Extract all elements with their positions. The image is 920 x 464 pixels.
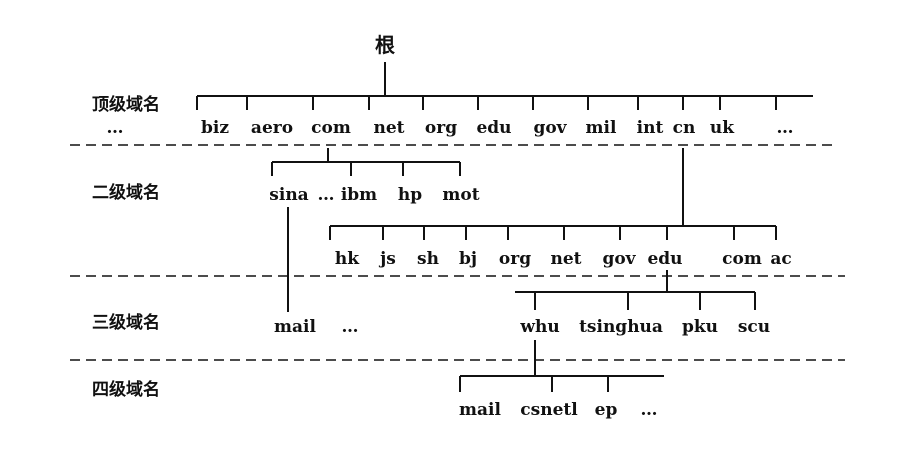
sld-sina: sina [269, 185, 309, 205]
sld-cn-net: net [550, 249, 582, 269]
tld-uk: uk [709, 118, 735, 138]
fourth-csnetl: csnetl [520, 400, 578, 420]
sld-ibm: ibm [340, 185, 378, 205]
third-pku: pku [681, 317, 719, 337]
tld-cn: cn [672, 118, 696, 138]
tld-edu: edu [476, 118, 512, 138]
sld-hp: hp [397, 185, 423, 205]
sld-cn-hk: hk [334, 249, 360, 269]
level-label-fourth: 四级域名 [92, 380, 160, 400]
tld-org: org [424, 118, 458, 138]
sld-cn-org: org [498, 249, 532, 269]
tld-com: com [311, 118, 351, 138]
tld-gov: gov [533, 118, 567, 138]
third-whu: whu [520, 317, 560, 337]
fourth-mail: mail [459, 400, 501, 420]
sld-cn-edu: edu [647, 249, 683, 269]
sld-com-ellipsis: … [317, 185, 335, 205]
sld-cn-gov: gov [602, 249, 636, 269]
fourth-ellipsis: … [640, 400, 658, 420]
third-scu: scu [737, 317, 771, 337]
sld-cn-ac: ac [770, 249, 792, 269]
level-label-top: 顶级域名 [92, 95, 160, 115]
tld-int: int [636, 118, 664, 138]
third-sina-ellipsis: … [341, 317, 359, 337]
sld-mot: mot [442, 185, 480, 205]
sld-cn-com: com [722, 249, 762, 269]
third-mail: mail [274, 317, 316, 337]
tld-net: net [373, 118, 405, 138]
tld-mil: mil [585, 118, 617, 138]
sld-cn-js: js [380, 249, 396, 269]
level-label-third: 三级域名 [92, 313, 160, 333]
third-tsinghua: tsinghua [579, 317, 663, 337]
fourth-ep: ep [594, 400, 618, 420]
root-label: 根 [375, 33, 395, 57]
tld-trailing-ellipsis: … [776, 118, 794, 138]
sld-cn-sh: sh [417, 249, 439, 269]
sld-cn-bj: bj [458, 249, 478, 269]
tld-leading-ellipsis: … [106, 118, 124, 138]
tld-biz: biz [201, 118, 229, 138]
level-label-second: 二级域名 [92, 183, 160, 203]
tld-aero: aero [250, 118, 294, 138]
